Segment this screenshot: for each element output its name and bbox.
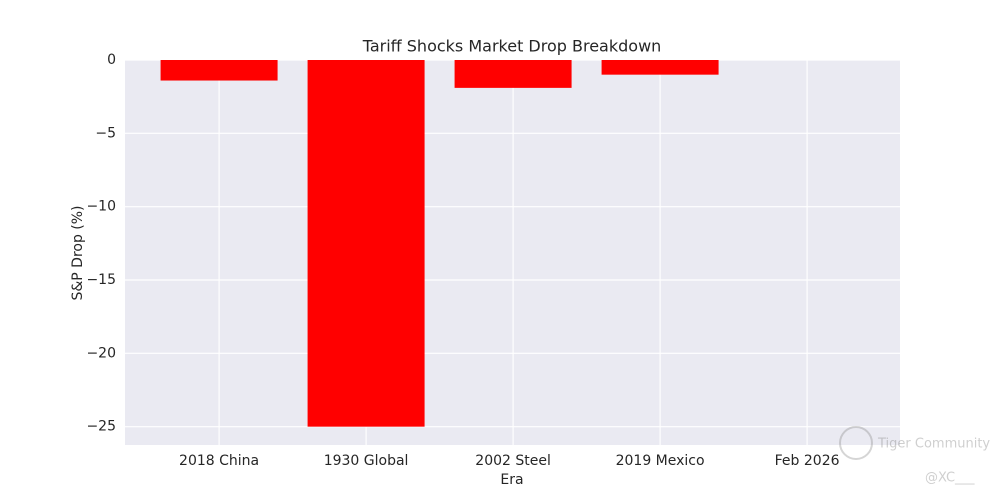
y-tick-label: 0 (107, 52, 116, 68)
y-tick-label: −5 (95, 125, 116, 141)
x-tick-label: 2002 Steel (475, 453, 551, 469)
watermark-handle: @XC___ (925, 471, 975, 486)
watermark-brand: Tiger Community (877, 437, 990, 452)
bar (160, 60, 278, 81)
watermark-logo (839, 426, 873, 460)
chart-title: Tariff Shocks Market Drop Breakdown (362, 37, 662, 56)
y-tick-label: −20 (86, 345, 116, 361)
x-tick-label: 2019 Mexico (616, 453, 705, 469)
watermark: Tiger Community @XC___ (839, 426, 990, 486)
bar (601, 60, 719, 75)
y-tick-label: −25 (86, 419, 116, 435)
y-tick-label: −15 (86, 272, 116, 288)
x-axis-label: Era (500, 472, 523, 488)
bar (307, 60, 425, 427)
y-axis-label: S&P Drop (%) (70, 205, 86, 300)
y-tick-label: −10 (86, 199, 116, 215)
bar (454, 60, 572, 88)
x-tick-label: Feb 2026 (775, 453, 840, 469)
x-tick-label: 2018 China (179, 453, 259, 469)
x-tick-label: 1930 Global (324, 453, 409, 469)
bars (160, 60, 719, 427)
